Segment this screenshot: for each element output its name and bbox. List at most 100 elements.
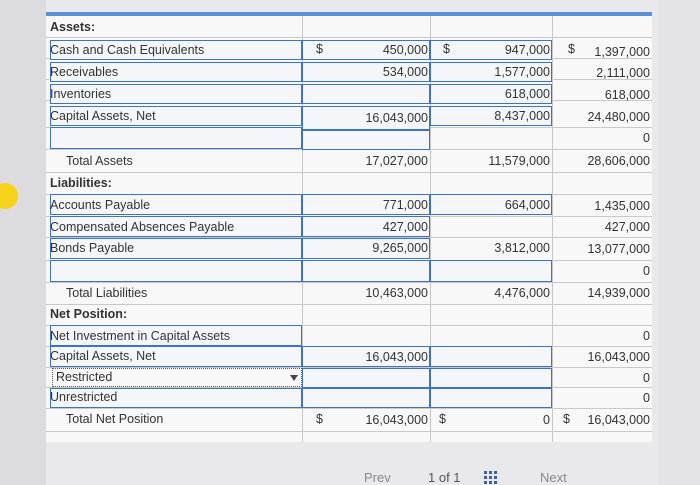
row-label: Accounts Payable — [50, 198, 151, 212]
value-b: 4,476,000 — [494, 286, 550, 300]
currency-symbol: $ — [568, 42, 575, 56]
value-c: 24,480,000 — [587, 110, 650, 124]
value-b: 3,812,000 — [494, 241, 550, 255]
row-divider — [46, 282, 652, 283]
value-b: 0 — [543, 413, 550, 427]
label-input-capital-assets-net[interactable] — [50, 346, 302, 367]
value-input-a[interactable] — [302, 62, 430, 82]
value-a: 16,043,000 — [365, 111, 428, 125]
column-divider — [552, 16, 553, 442]
currency-symbol: $ — [316, 42, 323, 56]
value-input-a[interactable] — [302, 260, 430, 282]
chevron-down-icon[interactable] — [290, 375, 298, 381]
row-label: Net Investment in Capital Assets — [50, 329, 230, 343]
row-divider — [46, 172, 652, 173]
row-divider — [46, 237, 652, 238]
financial-statement-table: Assets: Cash and Cash Equivalents Receiv… — [46, 12, 652, 442]
row-divider — [46, 325, 652, 326]
next-button[interactable]: Next — [540, 470, 567, 485]
value-input-b[interactable] — [430, 62, 552, 82]
value-b: 664,000 — [504, 198, 550, 212]
value-input-b[interactable] — [430, 194, 552, 215]
value-c: 0 — [643, 371, 650, 385]
value-input-b[interactable] — [430, 346, 552, 367]
label-input-net-investment[interactable] — [50, 325, 302, 346]
value-c: 1,435,000 — [594, 199, 650, 213]
label-input-accounts-payable[interactable] — [50, 194, 302, 215]
value-input-a[interactable] — [302, 106, 430, 130]
value-b: 8,437,000 — [494, 109, 550, 123]
label-input-capital-assets[interactable] — [50, 106, 302, 126]
label-input-cash[interactable] — [50, 40, 302, 60]
value-input-b[interactable] — [430, 40, 552, 60]
label-input-bonds-payable[interactable] — [50, 238, 302, 259]
value-c: 0 — [643, 329, 650, 343]
value-c: 618,000 — [604, 88, 650, 102]
value-input-a[interactable] — [302, 216, 430, 237]
value-a: 16,043,000 — [365, 350, 428, 364]
row-label: Cash and Cash Equivalents — [50, 43, 205, 57]
label-input-blank-assets[interactable] — [50, 127, 302, 149]
restricted-dropdown[interactable] — [52, 368, 302, 387]
value-c: 2,111,000 — [596, 66, 650, 80]
value-b: 1,577,000 — [494, 65, 550, 79]
label-input-inventories[interactable] — [50, 84, 302, 104]
row-divider — [46, 431, 652, 432]
section-heading-net-position: Net Position: — [50, 307, 128, 321]
value-input-a[interactable] — [302, 130, 430, 150]
value-b: 11,579,000 — [488, 154, 550, 168]
row-label-total: Total Net Position — [66, 412, 164, 426]
row-divider — [46, 37, 652, 38]
value-input-b[interactable] — [430, 84, 552, 104]
right-margin — [658, 0, 700, 485]
value-a: 450,000 — [382, 43, 428, 57]
value-c: 0 — [643, 264, 650, 278]
value-input-a[interactable] — [302, 40, 430, 60]
value-c: 427,000 — [604, 220, 650, 234]
value-a: 16,043,000 — [365, 413, 428, 427]
value-c: 13,077,000 — [587, 242, 650, 256]
value-input-b[interactable] — [430, 368, 552, 388]
value-a: 771,000 — [382, 198, 428, 212]
value-input-a[interactable] — [302, 84, 430, 104]
label-input-blank-liabilities[interactable] — [50, 260, 302, 282]
value-c: 28,606,000 — [587, 154, 650, 168]
currency-symbol: $ — [563, 412, 570, 426]
column-divider — [430, 16, 431, 442]
value-input-b[interactable] — [430, 106, 552, 126]
row-divider — [46, 408, 652, 409]
value-c: 16,043,000 — [587, 350, 650, 364]
row-divider — [46, 367, 652, 368]
value-c: 14,939,000 — [587, 286, 650, 300]
value-a: 9,265,000 — [372, 241, 428, 255]
section-heading-assets: Assets: — [50, 20, 96, 34]
value-input-a[interactable] — [302, 388, 430, 408]
value-c: 0 — [643, 391, 650, 405]
row-label: Capital Assets, Net — [50, 109, 156, 123]
table-header-band — [46, 12, 652, 16]
value-input-b[interactable] — [430, 260, 552, 282]
row-label: Compensated Absences Payable — [50, 220, 235, 234]
value-b: 947,000 — [504, 43, 550, 57]
value-input-a[interactable] — [302, 368, 430, 388]
prev-button[interactable]: Prev — [364, 470, 391, 485]
value-a: 534,000 — [382, 65, 428, 79]
row-label: Capital Assets, Net — [50, 349, 156, 363]
row-label: Unrestricted — [50, 390, 118, 404]
row-label: Receivables — [50, 65, 119, 79]
value-input-a[interactable] — [302, 194, 430, 215]
label-input-compensated-absences[interactable] — [50, 216, 302, 237]
value-input-b[interactable] — [430, 388, 552, 408]
row-label-total: Total Liabilities — [66, 286, 148, 300]
page-indicator: 1 of 1 — [428, 470, 461, 485]
value-input-a[interactable] — [302, 238, 430, 259]
value-input-a[interactable] — [302, 346, 430, 367]
label-input-receivables[interactable] — [50, 62, 302, 82]
currency-symbol: $ — [316, 412, 323, 426]
grid-icon[interactable] — [484, 471, 498, 484]
currency-symbol: $ — [443, 42, 450, 56]
value-a: 17,027,000 — [365, 154, 428, 168]
label-input-unrestricted[interactable] — [50, 388, 302, 408]
value-c: 16,043,000 — [587, 413, 650, 427]
dropdown-label: Restricted — [56, 370, 113, 384]
